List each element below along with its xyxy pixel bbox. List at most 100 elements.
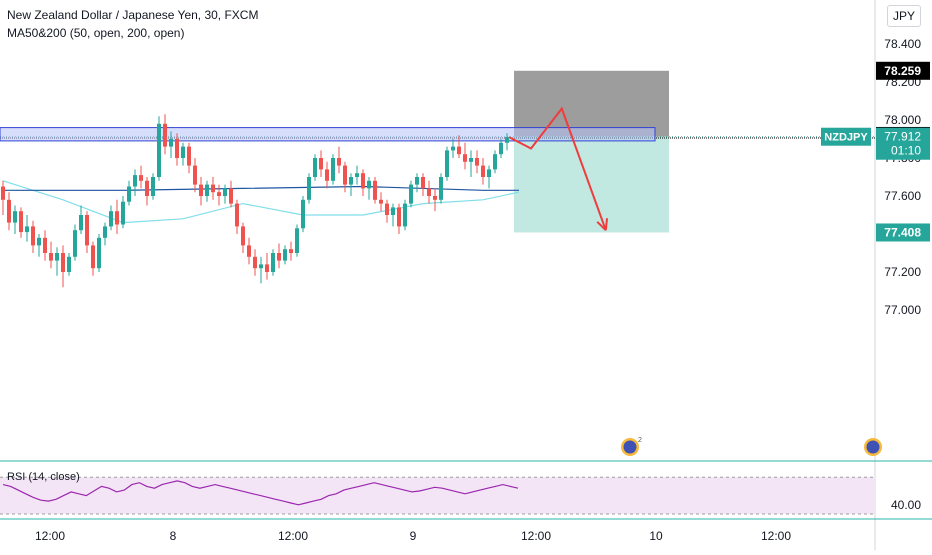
candle-body bbox=[367, 180, 371, 189]
candle-body bbox=[475, 158, 479, 166]
candle-body bbox=[241, 226, 245, 246]
candle bbox=[253, 249, 257, 276]
candle-body bbox=[493, 154, 497, 170]
candle-body bbox=[37, 237, 41, 246]
candle bbox=[277, 243, 281, 269]
x-tick-label: 12:00 bbox=[521, 529, 551, 543]
candle bbox=[145, 177, 149, 206]
candle bbox=[265, 253, 269, 280]
arrow-head bbox=[604, 218, 609, 231]
candle bbox=[397, 203, 401, 234]
candle-body bbox=[253, 256, 257, 269]
candle bbox=[223, 184, 227, 204]
candle-body bbox=[307, 177, 311, 200]
candle-body bbox=[499, 142, 503, 155]
candle-body bbox=[415, 177, 419, 185]
candle bbox=[487, 165, 491, 189]
candle bbox=[295, 224, 299, 257]
y-tick-label: 77.600 bbox=[884, 189, 921, 203]
candle bbox=[259, 256, 263, 284]
candle bbox=[451, 139, 455, 158]
candle-body bbox=[91, 245, 95, 269]
candle bbox=[139, 165, 143, 189]
risk-zone bbox=[514, 70, 669, 137]
candle-body bbox=[457, 146, 461, 155]
candle-body bbox=[439, 177, 443, 200]
candle bbox=[331, 154, 335, 185]
candle bbox=[43, 230, 47, 261]
candle-body bbox=[13, 211, 17, 223]
candle bbox=[103, 222, 107, 246]
x-tick-label: 12:00 bbox=[278, 529, 308, 543]
y-tick-label: 77.000 bbox=[884, 303, 921, 317]
event-icon-core bbox=[623, 440, 637, 454]
y-tick-label: 78.400 bbox=[884, 37, 921, 51]
candle-body bbox=[73, 230, 77, 257]
indicator-legend[interactable]: MA50&200 (50, open, 200, open) bbox=[7, 26, 185, 40]
candle bbox=[235, 199, 239, 234]
candle-body bbox=[469, 158, 473, 162]
x-tick-label: 12:00 bbox=[761, 529, 791, 543]
candle-body bbox=[271, 253, 275, 272]
candle bbox=[157, 116, 161, 181]
candle-body bbox=[451, 146, 455, 151]
candle-body bbox=[85, 215, 89, 246]
candle-body bbox=[427, 188, 431, 196]
candle-body bbox=[301, 199, 305, 229]
candle-body bbox=[61, 253, 65, 272]
rsi-tick-label: 40.00 bbox=[891, 498, 921, 512]
candle-body bbox=[169, 139, 173, 147]
candle bbox=[97, 234, 101, 272]
candle bbox=[505, 133, 509, 151]
candle bbox=[181, 142, 185, 166]
candle bbox=[73, 224, 77, 261]
candle bbox=[343, 161, 347, 193]
candle-body bbox=[175, 139, 179, 158]
symbol-tag-text: NZDJPY bbox=[824, 132, 868, 144]
candle-body bbox=[25, 226, 29, 233]
x-tick-label: 10 bbox=[649, 529, 663, 543]
reward-zone bbox=[514, 136, 669, 233]
candle bbox=[409, 180, 413, 208]
event-icon-count: 2 bbox=[638, 437, 642, 444]
candle bbox=[127, 180, 131, 206]
candle-body bbox=[355, 173, 359, 177]
candle-body bbox=[265, 264, 269, 272]
candle bbox=[493, 150, 497, 174]
candle bbox=[415, 173, 419, 193]
candle bbox=[163, 114, 167, 155]
candle bbox=[79, 205, 83, 234]
event-icon bbox=[864, 438, 882, 456]
rsi-legend[interactable]: RSI (14, close) bbox=[7, 471, 80, 483]
stop-price-badge bbox=[876, 223, 930, 242]
candle-body bbox=[481, 165, 485, 177]
stop-price-badge-text: 77.408 bbox=[884, 225, 921, 239]
candle bbox=[109, 205, 113, 231]
candle-body bbox=[379, 199, 383, 204]
candle bbox=[121, 196, 125, 229]
candle-body bbox=[97, 237, 101, 269]
candle-body bbox=[145, 180, 149, 196]
candle-body bbox=[49, 253, 53, 261]
candle bbox=[193, 158, 197, 193]
candle bbox=[199, 177, 203, 206]
resistance-zone bbox=[0, 127, 656, 142]
candle bbox=[25, 215, 29, 242]
ma200-line bbox=[3, 185, 519, 191]
event-icon-core bbox=[866, 440, 880, 454]
candle bbox=[133, 169, 137, 196]
candle-body bbox=[1, 186, 5, 200]
candle-body bbox=[103, 226, 107, 238]
candle-body bbox=[43, 237, 47, 253]
x-tick-label: 9 bbox=[410, 529, 417, 543]
candle-body bbox=[331, 158, 335, 181]
candle-body bbox=[313, 158, 317, 177]
candle-body bbox=[391, 207, 395, 215]
currency-button[interactable]: JPY bbox=[887, 5, 921, 27]
candle-body bbox=[157, 123, 161, 177]
candle bbox=[445, 146, 449, 181]
candle-body bbox=[319, 158, 323, 170]
candle-body bbox=[283, 249, 287, 261]
